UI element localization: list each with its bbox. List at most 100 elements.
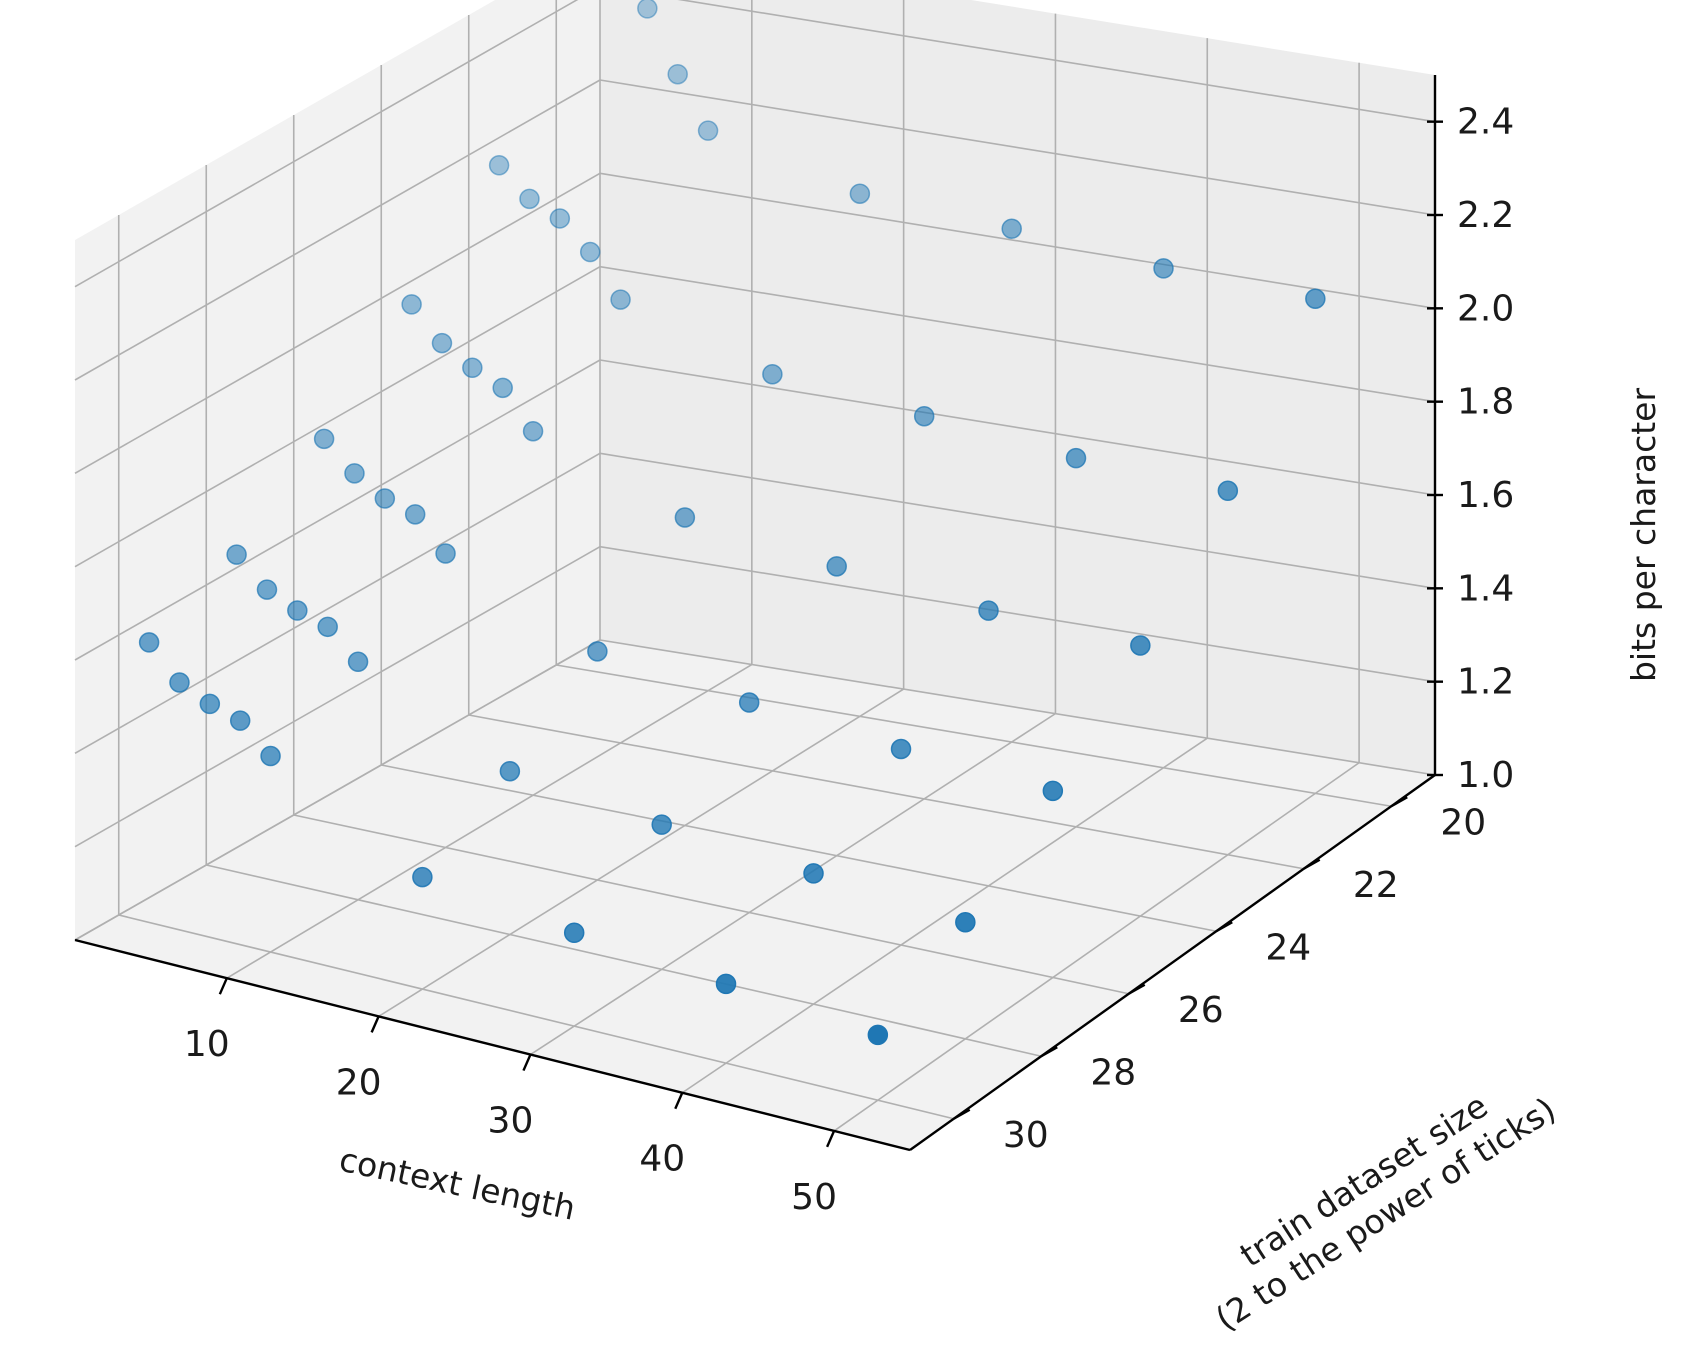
data-point — [890, 738, 912, 760]
data-point — [849, 183, 871, 204]
y-axis-line — [909, 774, 1436, 1151]
data-point — [519, 188, 540, 210]
data-point — [256, 579, 278, 600]
x-axis-line — [74, 938, 911, 1152]
x-tick — [218, 977, 228, 995]
y-tick-label: 24 — [1265, 927, 1311, 968]
grid-line-y — [556, 664, 1392, 808]
grid-lines — [74, 0, 1436, 1132]
data-point — [549, 208, 571, 229]
data-point — [260, 745, 281, 767]
data-point — [199, 693, 221, 715]
data-point — [697, 120, 719, 141]
y-tick — [953, 1108, 971, 1120]
data-point — [169, 672, 190, 693]
x-tick-label: 10 — [184, 1024, 230, 1065]
grid-line-z — [74, 79, 601, 381]
grid-line-y — [468, 714, 1304, 870]
data-point — [762, 363, 783, 385]
grid-line-z — [74, 265, 601, 568]
grid-line-x — [681, 737, 1208, 1094]
axis-panes — [75, 0, 1435, 1150]
grid-line-z — [599, 545, 1436, 683]
data-point — [287, 600, 308, 621]
axes: 10 20 30 40 50 20 22 24 26 28 30 1.0 1.2 1.4 1.6 1.8 2.0… — [74, 75, 1514, 1218]
z-tick-label: 1.2 — [1457, 662, 1514, 703]
grid-line-x — [378, 688, 905, 1018]
z-tick-label: 1.4 — [1457, 568, 1514, 609]
data-point — [579, 241, 601, 263]
data-point — [1130, 635, 1151, 656]
y-axis-label-line: (2 to the power of ticks) — [1208, 1089, 1562, 1338]
y-tick-label: 26 — [1178, 990, 1224, 1031]
data-point — [317, 616, 338, 638]
y-tick-label: 22 — [1353, 865, 1399, 906]
x-tick-label: 40 — [639, 1139, 685, 1180]
grid-line-y — [118, 914, 954, 1120]
x-tick — [825, 1130, 836, 1148]
grid-line-z — [74, 0, 579, 288]
grid-line-z — [74, 545, 601, 848]
data-point — [1217, 480, 1239, 502]
y-tick — [1128, 983, 1146, 995]
floor-pane — [75, 640, 1435, 1150]
data-point — [431, 332, 453, 354]
grid-line-y — [206, 864, 1042, 1058]
data-point — [412, 866, 433, 888]
grid-line-y — [293, 814, 1129, 995]
data-point — [344, 463, 365, 484]
data-point — [826, 556, 847, 577]
grid-line-x — [833, 762, 1360, 1132]
data-point — [1001, 218, 1022, 239]
data-point — [651, 814, 672, 835]
grid-line-z — [74, 172, 601, 475]
data-point — [1065, 447, 1087, 469]
data-point — [401, 294, 422, 315]
y-tick — [1040, 1046, 1058, 1058]
y-tick-label: 20 — [1440, 802, 1486, 843]
grid-line-z — [599, 172, 1436, 310]
x-tick-label: 30 — [488, 1101, 534, 1142]
data-point — [1042, 780, 1064, 802]
x-axis-label: context length — [336, 1140, 579, 1228]
grid-line-y — [381, 764, 1217, 933]
data-point — [499, 760, 521, 782]
y-tick-label: 30 — [1003, 1115, 1049, 1156]
grid-line-z — [74, 359, 601, 661]
z-tick-label: 1.6 — [1457, 475, 1514, 516]
z-tick-label: 1.0 — [1457, 755, 1514, 796]
x-tick — [370, 1015, 380, 1033]
data-point — [374, 488, 396, 509]
data-point — [226, 544, 247, 565]
back-pane — [600, 0, 1435, 775]
grid-line-z — [599, 265, 1436, 403]
data-point — [347, 651, 369, 673]
data-point — [313, 428, 335, 450]
x-tick-label: 50 — [791, 1177, 837, 1218]
y-tick — [1215, 921, 1233, 933]
data-point — [563, 922, 585, 944]
x-tick — [674, 1092, 684, 1110]
grid-line-z — [599, 79, 1436, 216]
data-point — [667, 63, 688, 85]
data-point — [404, 504, 426, 525]
data-point — [138, 632, 160, 653]
grid-line-x — [530, 712, 1056, 1056]
y-tick-label: 28 — [1090, 1052, 1136, 1093]
data-point — [587, 641, 608, 662]
data-point — [803, 863, 824, 884]
data-point — [1305, 288, 1326, 309]
z-tick-label: 1.8 — [1457, 382, 1514, 423]
grid-line-z — [74, 452, 601, 755]
grid-line-x — [226, 663, 753, 979]
data-point — [674, 507, 696, 528]
x-tick — [522, 1054, 532, 1072]
grid-line-z — [74, 639, 601, 941]
data-point — [229, 710, 251, 731]
grid-line-z — [599, 452, 1436, 590]
z-tick-label: 2.4 — [1457, 102, 1514, 143]
data-point — [867, 1024, 889, 1046]
y-tick — [1390, 796, 1408, 808]
grid-line-z — [599, 359, 1436, 496]
z-tick-label: 2.0 — [1457, 288, 1514, 329]
